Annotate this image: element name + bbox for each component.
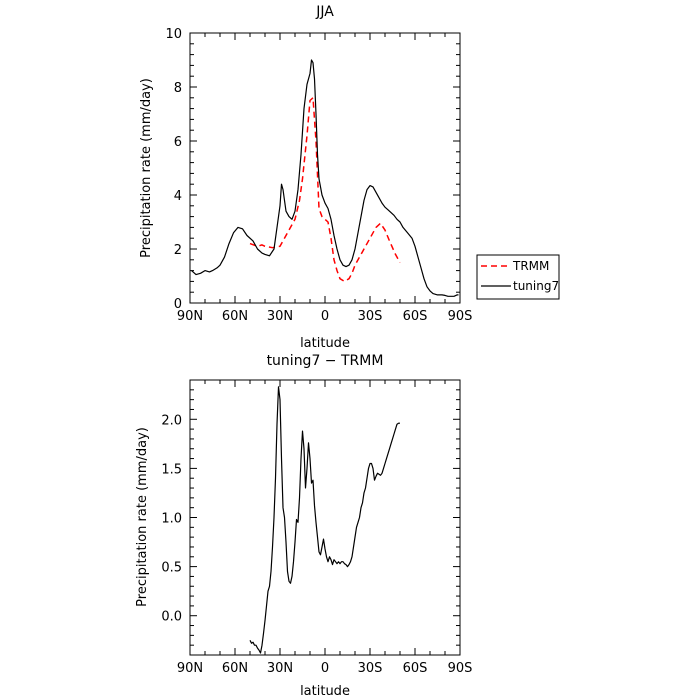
series-layer xyxy=(249,386,400,654)
x-tick-label: 90S xyxy=(448,661,473,676)
legend-label-tuning7: tuning7 xyxy=(513,279,559,293)
legend-label-trmm: TRMM xyxy=(512,259,549,273)
x-tick-label: 0 xyxy=(321,309,329,324)
x-tick-label: 90N xyxy=(177,309,203,324)
plot-frame xyxy=(189,379,461,656)
y-axis-label: Precipitation rate (mm/day) xyxy=(135,427,150,607)
panel-difference: tuning7 − TRMM 90N 60N 30N 0 30S 60S 90S 0.0 0.5… xyxy=(135,353,472,699)
x-tick-label: 60S xyxy=(403,309,428,324)
x-tick-label: 60N xyxy=(222,309,248,324)
y-tick-label: 10 xyxy=(165,27,182,42)
x-tick-label: 60S xyxy=(403,661,428,676)
x-tick-label: 30S xyxy=(358,309,383,324)
y-tick-label: 8 xyxy=(174,81,182,96)
series-line-difference xyxy=(249,386,400,654)
axis-ticks: 90N 60N 30N 0 30S 60S 90S 0 2 4 6 8 10 xyxy=(165,27,472,324)
y-tick-label: 2 xyxy=(174,243,182,258)
series-layer xyxy=(191,59,459,297)
chart-title: tuning7 − TRMM xyxy=(267,353,384,369)
y-tick-label: 6 xyxy=(174,135,182,150)
x-tick-label: 0 xyxy=(321,661,329,676)
x-tick-label: 30N xyxy=(267,309,293,324)
x-tick-label: 30N xyxy=(267,661,293,676)
x-tick-label: 90S xyxy=(448,309,473,324)
x-tick-label: 60N xyxy=(222,661,248,676)
y-tick-label: 2.0 xyxy=(161,413,182,428)
series-line-trmm xyxy=(249,97,401,283)
y-tick-label: 0.5 xyxy=(161,561,182,576)
series-line-tuning7 xyxy=(191,59,459,297)
x-tick-label: 30S xyxy=(358,661,383,676)
y-axis-label: Precipitation rate (mm/day) xyxy=(139,78,154,258)
chart-title: JJA xyxy=(315,4,334,20)
y-tick-label: 1.5 xyxy=(161,462,182,477)
y-tick-label: 4 xyxy=(174,189,182,204)
legend: TRMM tuning7 xyxy=(476,254,560,300)
x-axis-label: latitude xyxy=(300,336,350,351)
y-tick-label: 1.0 xyxy=(161,512,182,527)
x-tick-label: 90N xyxy=(177,661,203,676)
y-tick-label: 0.0 xyxy=(161,610,182,625)
legend-box xyxy=(476,254,560,300)
x-axis-label: latitude xyxy=(300,684,350,699)
axis-ticks: 90N 60N 30N 0 30S 60S 90S 0.0 0.5 1.0 1.5 2.0 xyxy=(161,379,473,676)
y-tick-label: 0 xyxy=(174,297,182,312)
